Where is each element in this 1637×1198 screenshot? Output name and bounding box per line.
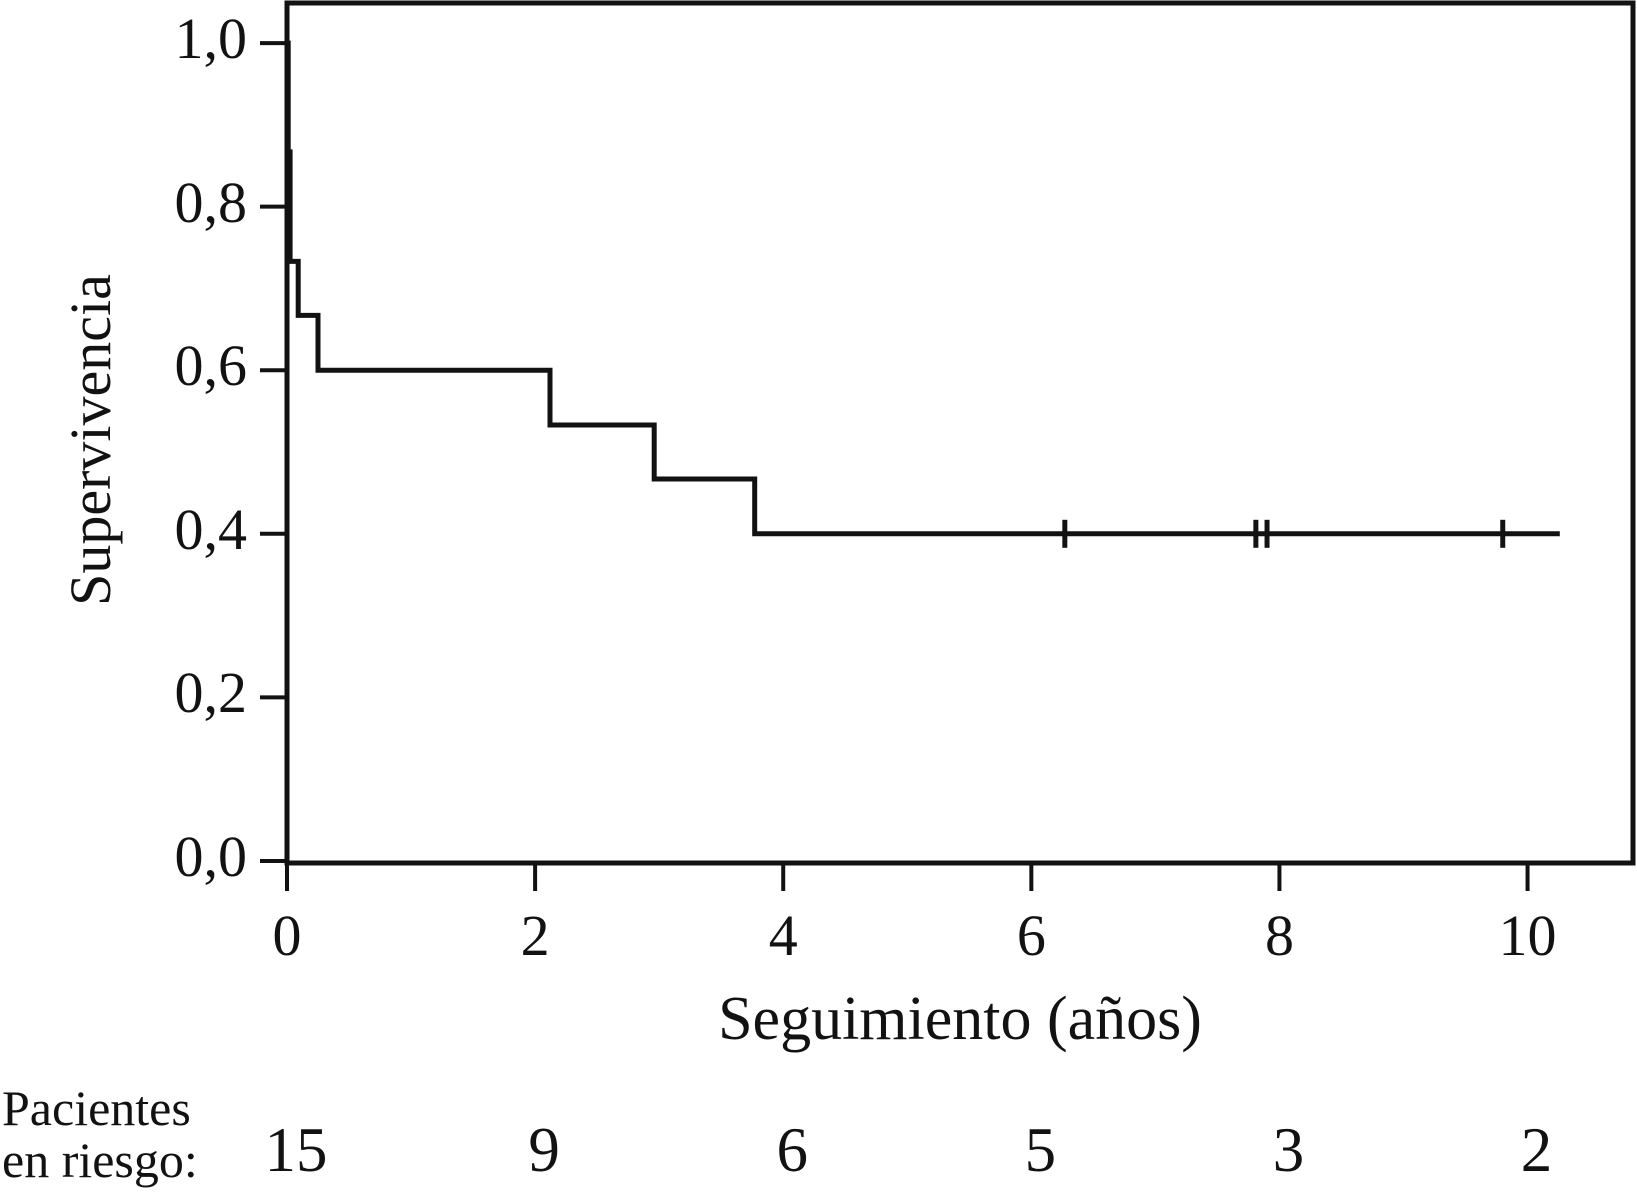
x-tick-label: 0 — [272, 903, 302, 968]
risk-count-value: 3 — [1272, 1115, 1305, 1185]
plot-border — [284, 0, 1636, 866]
risk-count-value: 9 — [528, 1115, 560, 1185]
risk-count-value: 2 — [1520, 1115, 1553, 1185]
y-tick-label: 0,0 — [174, 823, 248, 889]
x-tick-label: 4 — [768, 903, 798, 968]
risk-label-line2: en riesgo: — [2, 1132, 198, 1188]
risk-count-value: 6 — [776, 1115, 808, 1185]
y-tick-label: 0,4 — [174, 496, 248, 562]
risk-table-label: Pacientes en riesgo: — [2, 1082, 198, 1186]
x-tick-label: 2 — [520, 903, 550, 968]
x-tick-label: 6 — [1016, 903, 1046, 968]
y-tick-label: 0,2 — [174, 660, 248, 726]
risk-count-value: 15 — [264, 1115, 328, 1185]
y-tick-label: 0,6 — [174, 333, 248, 399]
x-tick-label: 8 — [1264, 903, 1294, 968]
risk-label-line1: Pacientes — [2, 1080, 191, 1136]
y-axis-title: Supervivencia — [58, 274, 123, 606]
x-tick-label: 10 — [1498, 903, 1557, 968]
y-tick-label: 1,0 — [174, 6, 248, 72]
x-axis-title: Seguimiento (años) — [718, 985, 1202, 1053]
risk-count-value: 5 — [1024, 1115, 1057, 1185]
survival-step-curve — [285, 40, 1560, 537]
y-tick-label: 0,8 — [174, 169, 248, 235]
